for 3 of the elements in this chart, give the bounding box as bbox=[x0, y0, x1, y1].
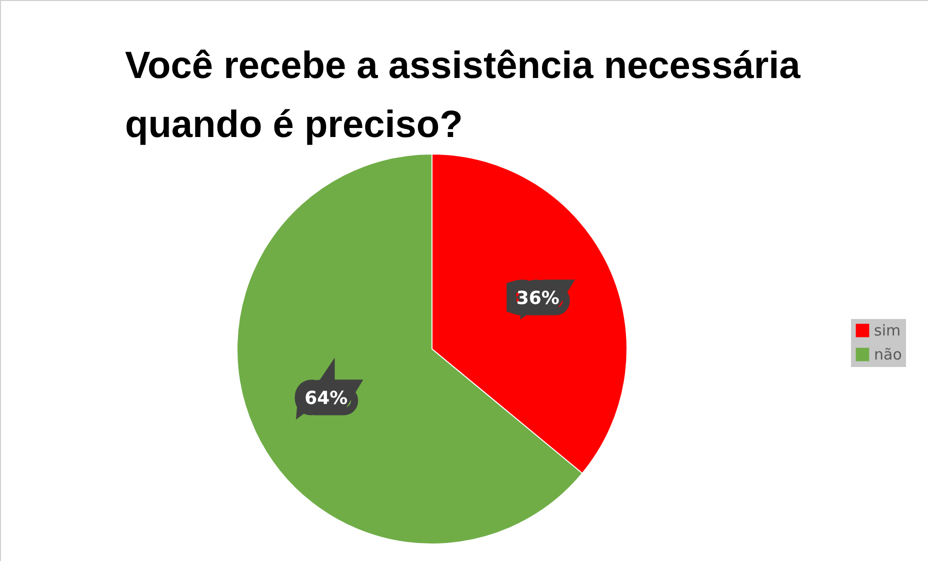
legend-label: não bbox=[874, 346, 902, 364]
chart-title: Você recebe a assistência necessária quando é preciso? bbox=[125, 44, 802, 148]
legend-label: sim bbox=[874, 322, 901, 340]
